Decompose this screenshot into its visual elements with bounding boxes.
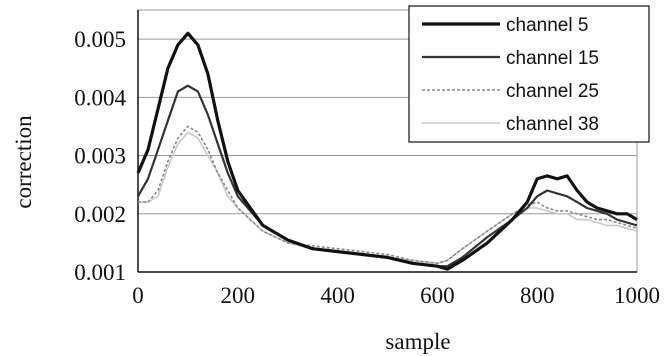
- y-tick-label: 0.003: [74, 144, 126, 169]
- y-tick-label: 0.001: [74, 260, 126, 285]
- series-line-4: [138, 131, 638, 265]
- x-tick-label: 1000: [614, 283, 660, 308]
- series-line-1: [136, 31, 638, 271]
- x-tick-label: 800: [520, 283, 555, 308]
- y-tick-label: 0.004: [74, 85, 126, 110]
- legend-box: [408, 5, 650, 143]
- series-layer: [136, 31, 638, 271]
- legend-label: channel 5: [506, 15, 588, 36]
- x-tick-label: 200: [221, 283, 256, 308]
- legend-label: channel 38: [506, 114, 599, 135]
- legend: channel 5 channel 15 channel 25 channel 38: [408, 5, 650, 143]
- y-tick-label: 0.002: [74, 202, 126, 227]
- x-tick-label: 400: [320, 283, 355, 308]
- legend-label: channel 15: [506, 48, 599, 69]
- series-line-3: [138, 125, 638, 265]
- x-axis-title: sample: [385, 329, 450, 354]
- y-tick-label: 0.005: [74, 27, 126, 52]
- y-axis-title: correction: [11, 115, 36, 209]
- tick-layer: 0.001 0.002 0.003 0.004 0.005 0 200 400 600 800 10…: [74, 27, 660, 308]
- x-tick-label: 600: [420, 283, 455, 308]
- legend-label: channel 25: [506, 81, 599, 102]
- x-tick-label: 0: [132, 283, 144, 308]
